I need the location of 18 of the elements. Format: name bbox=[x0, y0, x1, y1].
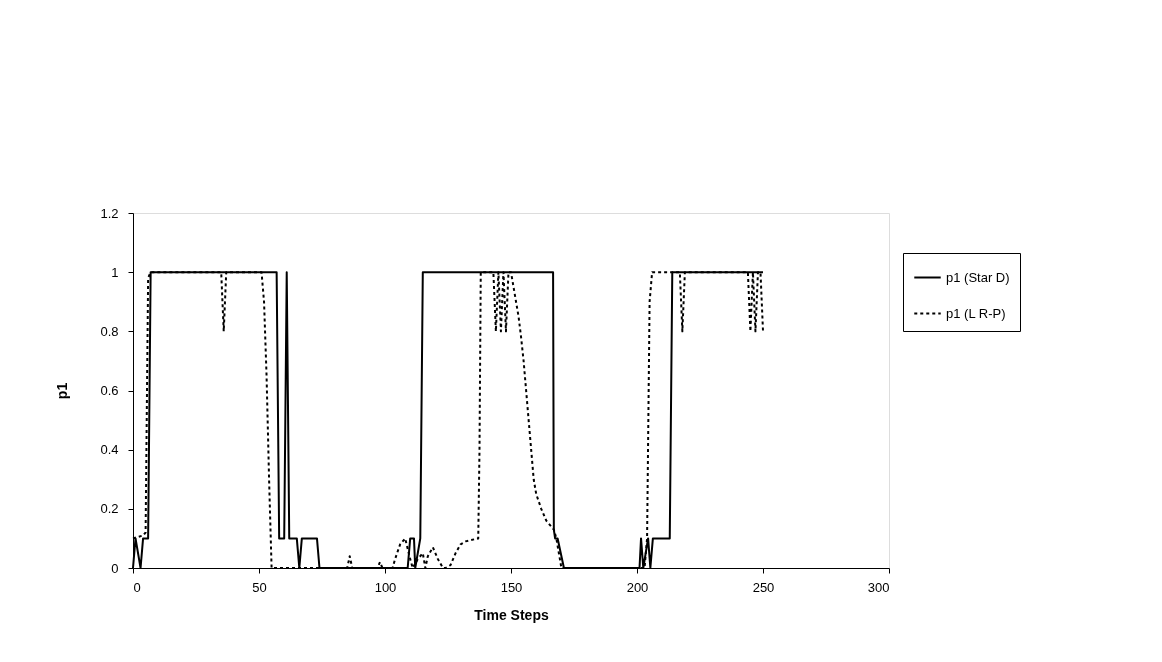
legend-label: p1 (L R-P) bbox=[946, 305, 1006, 321]
y-tick-label: 0.6 bbox=[100, 383, 119, 398]
x-axis-title: Time Steps bbox=[474, 606, 549, 623]
y-tick-label: 1 bbox=[111, 264, 119, 280]
x-tick-label: 200 bbox=[626, 579, 649, 595]
y-tick-label: 0.8 bbox=[100, 323, 119, 339]
x-tick-label: 50 bbox=[252, 579, 267, 595]
x-tick-label: 0 bbox=[133, 579, 141, 595]
y-tick-label: 0.2 bbox=[100, 501, 119, 517]
y-axis-title: p1 bbox=[54, 382, 71, 400]
x-tick-label: 150 bbox=[500, 579, 523, 595]
x-tick-label: 250 bbox=[752, 579, 775, 595]
y-tick-label: 0.4 bbox=[100, 442, 119, 458]
y-tick-label: 0 bbox=[111, 560, 119, 576]
x-tick-label: 300 bbox=[867, 579, 890, 595]
legend-label: p1 (Star D) bbox=[946, 269, 1010, 285]
x-tick-label: 100 bbox=[374, 579, 397, 595]
y-tick-label: 1.2 bbox=[100, 205, 119, 221]
